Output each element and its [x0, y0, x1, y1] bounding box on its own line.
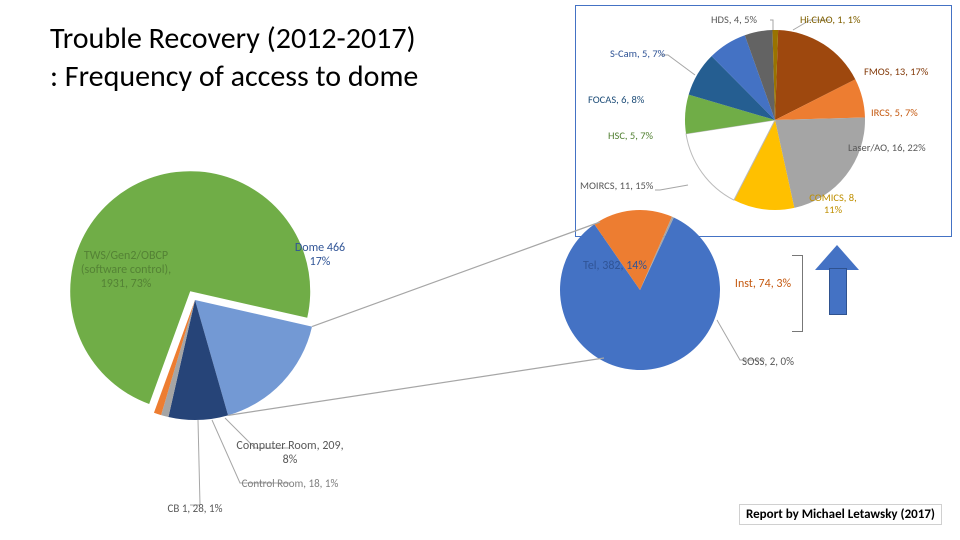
label-sec-2: SOSS, 2, 0%	[723, 356, 813, 369]
label-main-3: Control Room, 18, 1%	[210, 478, 370, 491]
label-inst-0: FMOS, 13, 17%	[864, 66, 954, 78]
label-inst-6: FOCAS, 6, 8%	[588, 94, 678, 106]
inst-bracket	[792, 255, 803, 332]
label-inst-1: IRCS, 5, 7%	[871, 107, 951, 119]
label-inst-7: S-Cam, 5, 7%	[610, 48, 700, 60]
label-main-1: Dome 46617%	[280, 242, 360, 270]
label-inst-4: MOIRCS, 11, 15%	[580, 180, 690, 192]
label-inst-5: HSC, 5, 7%	[608, 130, 678, 142]
label-sec-0: Tel, 382, 14%	[570, 260, 660, 274]
label-inst-8: HDS, 4, 5%	[694, 14, 774, 26]
label-main-4: CB 1, 28, 1%	[135, 503, 255, 516]
label-inst-3: COMICS, 8,11%	[793, 192, 873, 216]
arrow-stem	[829, 268, 847, 315]
label-main-0: TWS/Gen2/OBCP(software control),1931, 73…	[66, 250, 186, 291]
label-inst-9: Hi.CIAO, 1, 1%	[800, 14, 900, 26]
arrow-head-icon	[815, 245, 859, 270]
label-sec-1: Inst, 74, 3%	[723, 278, 803, 292]
label-inst-2: Laser/AO, 16, 22%	[848, 142, 958, 154]
report-credit: Report by Michael Letawsky (2017)	[739, 504, 942, 525]
inst-arrow	[815, 245, 859, 315]
label-main-2: Computer Room, 209,8%	[210, 440, 370, 468]
